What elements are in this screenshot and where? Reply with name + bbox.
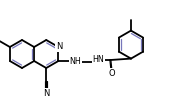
Text: HN: HN (92, 56, 104, 64)
Text: N: N (43, 88, 50, 97)
Text: N: N (56, 42, 62, 51)
Text: O: O (108, 68, 115, 77)
Text: NH: NH (70, 56, 81, 65)
